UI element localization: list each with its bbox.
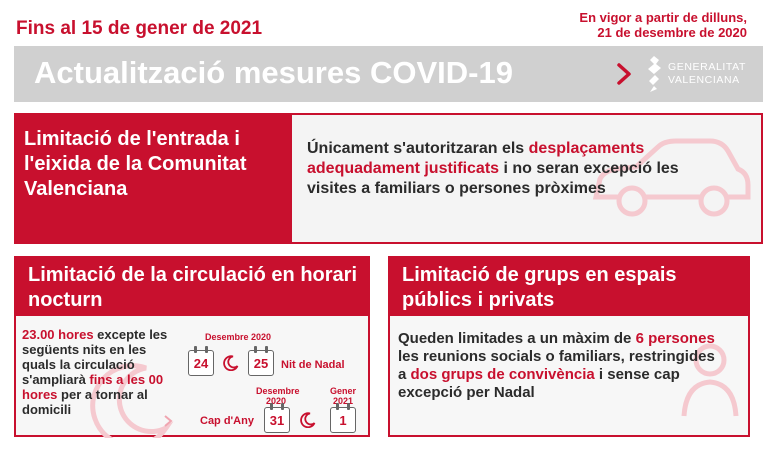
calendar-day-1: 1 xyxy=(330,403,356,433)
car-icon xyxy=(592,138,751,217)
group-text-part: Queden limitades a un màxim de xyxy=(398,330,636,347)
calendar-month-label: Gener 2021 xyxy=(329,386,356,406)
entry-exit-text: Únicament s'autoritzaran els desplaçamen… xyxy=(307,139,727,199)
entry-exit-heading: Limitació de l'entrada i l'eixida de la … xyxy=(24,128,247,200)
group-text-part: les reunions socials o familiars, restri… xyxy=(398,348,715,383)
night-curfew-text: 23.00 hores excepte les següents nits en… xyxy=(22,327,172,417)
night-curfew-header: Limitació de la circulació en horari noc… xyxy=(16,258,368,316)
entry-text-highlight: desplaçaments adequadament justificats xyxy=(307,140,645,177)
christmas-eve-label: Nit de Nadal xyxy=(281,359,345,371)
moon-background-icon xyxy=(90,363,169,438)
logo-line-1: GENERALITAT xyxy=(668,61,746,73)
group-limit-heading: Limitació de grups en espais públics i p… xyxy=(402,264,677,311)
calendar-month-label: Desembre 2020 xyxy=(256,386,300,406)
generalitat-logo-icon xyxy=(648,56,661,92)
group-text-part: i sense cap excepció per Nadal xyxy=(398,366,680,401)
entry-exit-panel: Limitació de l'entrada i l'eixida de la … xyxy=(14,113,763,244)
group-cohabitation-highlight: dos grups de convivència xyxy=(410,366,595,383)
calendar-day-number: 25 xyxy=(253,356,269,371)
chevron-right-icon xyxy=(617,63,631,85)
chevron-right-icon xyxy=(164,415,173,427)
effective-date-note: En vigor a partir de dilluns, 21 de dese… xyxy=(579,10,747,40)
effective-line-1: En vigor a partir de dilluns, xyxy=(579,10,747,25)
calendar-day-number: 1 xyxy=(339,413,347,428)
group-limit-text: Queden limitades a un màxim de 6 persone… xyxy=(398,330,718,402)
date-label: Fins al 15 de gener de 2021 xyxy=(16,18,263,39)
title-bar: Actualització mesures COVID-19 GENERALIT… xyxy=(14,46,763,102)
curfew-text-part: excepte les següents nits en les quals l… xyxy=(22,327,168,387)
calendar-day-25: 25 xyxy=(248,346,274,376)
group-max-highlight: 6 persones xyxy=(635,330,715,347)
people-icon xyxy=(681,343,739,417)
curfew-text-part: per a tornar al domicili xyxy=(22,387,148,417)
group-limit-panel: Limitació de grups en espais públics i p… xyxy=(388,256,750,437)
entry-exit-header: Limitació de l'entrada i l'eixida de la … xyxy=(16,115,292,242)
page-title: Actualització mesures COVID-19 xyxy=(34,55,513,90)
calendar-day-number: 31 xyxy=(269,413,285,428)
new-years-eve-label: Cap d'Any xyxy=(200,415,254,427)
curfew-extension-highlight: fins a les 00 hores xyxy=(22,372,164,402)
entry-text-part: i no seran excepció les visites a famili… xyxy=(307,160,679,197)
moon-icon xyxy=(223,355,239,371)
logo-line-2: VALENCIANA xyxy=(668,74,740,86)
night-curfew-heading: Limitació de la circulació en horari noc… xyxy=(28,264,357,311)
effective-line-2: 21 de desembre de 2020 xyxy=(597,25,747,40)
curfew-hour-highlight: 23.00 hores xyxy=(22,327,94,342)
group-limit-header: Limitació de grups en espais públics i p… xyxy=(390,258,748,316)
calendar-day-31: 31 xyxy=(264,403,290,433)
calendar-day-number: 24 xyxy=(193,356,209,371)
moon-icon xyxy=(300,412,316,428)
generalitat-logo-text: GENERALITAT VALENCIANA xyxy=(668,61,746,87)
entry-text-part: Únicament s'autoritzaran els xyxy=(307,140,529,157)
calendar-month-label: Desembre 2020 xyxy=(204,332,272,342)
night-curfew-panel: Limitació de la circulació en horari noc… xyxy=(14,256,370,438)
calendar-day-24: 24 xyxy=(188,346,214,376)
